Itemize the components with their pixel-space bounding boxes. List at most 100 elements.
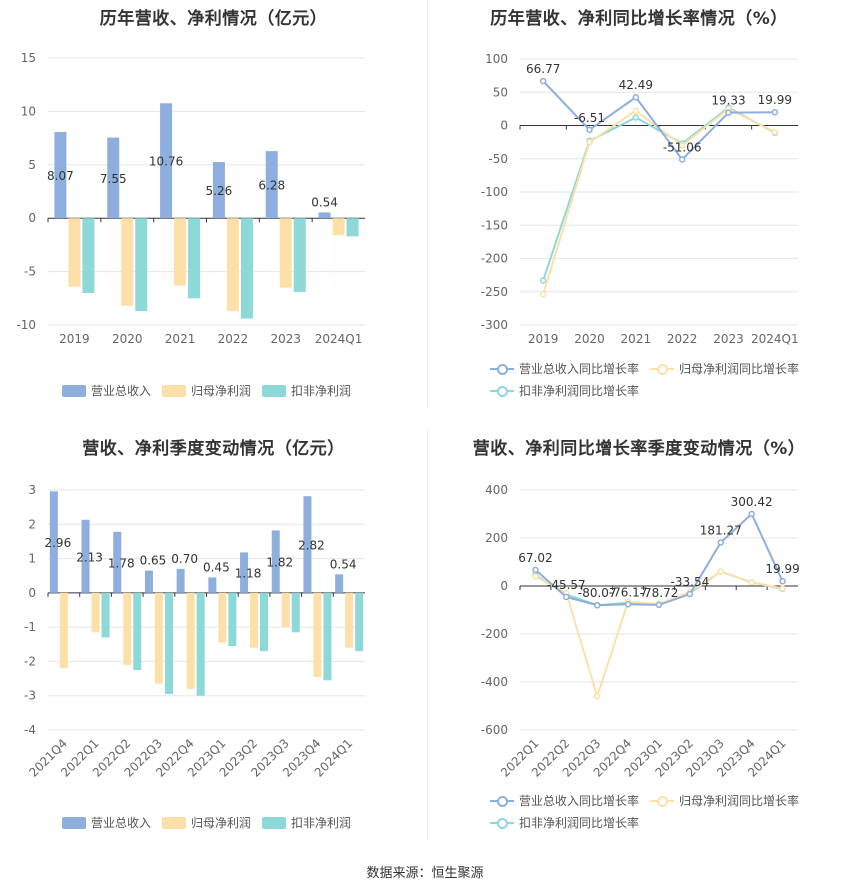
data-point <box>563 593 570 601</box>
x-tick-label: 2024Q1 <box>751 332 799 346</box>
data-point <box>632 114 640 121</box>
bar-data-label: 2.96 <box>44 536 71 550</box>
bar-data-label: 1.82 <box>266 556 293 570</box>
bar-profit <box>281 592 290 628</box>
data-point <box>725 109 732 116</box>
y-tick-label: 3 <box>28 483 36 497</box>
point-data-label: 67.02 <box>518 551 552 565</box>
legend-item-profit-growth[interactable]: 归母净利润同比增长率 <box>650 360 799 377</box>
bar-data-label: 0.54 <box>330 557 357 571</box>
series-line-profit <box>542 107 776 295</box>
data-point <box>748 510 755 518</box>
x-tick-label: 2023 <box>713 332 744 346</box>
y-tick-label: -150 <box>481 218 508 232</box>
legend-item-revenue[interactable]: 营业总收入 <box>62 382 151 399</box>
bar-revenue <box>176 568 185 593</box>
bar-deducted <box>355 592 364 652</box>
bar-revenue <box>49 491 58 593</box>
point-data-label: 19.99 <box>765 562 799 576</box>
legend-swatch <box>262 384 286 397</box>
x-tick-label: 2022 <box>667 332 698 346</box>
legend-swatch <box>650 795 674 807</box>
data-point <box>771 108 779 116</box>
y-tick-label: -50 <box>488 152 508 166</box>
y-tick-label: 15 <box>21 51 36 65</box>
series-line-deducted <box>542 106 776 281</box>
bar-data-label: 0.45 <box>203 560 230 574</box>
bar-deducted <box>260 592 269 652</box>
y-tick-label: -250 <box>481 285 508 299</box>
legend-item-deducted-growth[interactable]: 扣非净利润同比增长率 <box>490 814 639 831</box>
bar-profit <box>250 592 259 648</box>
bar-data-label: 6.28 <box>258 179 285 193</box>
legend-label: 营业总收入 <box>91 384 152 398</box>
legend-item-deducted[interactable]: 扣非净利润 <box>262 382 351 399</box>
legend-item-revenue[interactable]: 营业总收入 <box>62 814 151 831</box>
y-tick-label: -5 <box>24 265 36 279</box>
legend-label: 扣非净利润 <box>291 384 352 398</box>
bar-deducted <box>101 592 110 638</box>
data-point <box>593 601 601 609</box>
bar-data-label: 0.65 <box>140 554 167 568</box>
point-data-label: -33.54 <box>671 575 710 589</box>
y-tick-label: 50 <box>493 85 508 99</box>
data-point <box>532 573 539 580</box>
legend-swatch <box>490 817 514 829</box>
x-tick-label: 2020 <box>112 332 143 346</box>
legend-item-profit[interactable]: 归母净利润 <box>162 814 251 831</box>
bar-revenue <box>303 496 312 593</box>
bar-data-label: 0.54 <box>311 195 338 209</box>
legend-item-revenue-growth[interactable]: 营业总收入同比增长率 <box>490 360 639 377</box>
chart-annual-revenue-profit: 历年营收、净利情况（亿元） -10 -5 0 5 10 15 2019 2020 2021 202… <box>0 0 427 408</box>
legend-item-deducted-growth[interactable]: 扣非净利润同比增长率 <box>490 382 639 399</box>
bar-deducted <box>228 592 237 646</box>
bar-deducted <box>240 218 253 319</box>
y-tick-label: 100 <box>485 52 508 66</box>
bar-data-label: 5.26 <box>206 184 233 198</box>
legend-item-deducted[interactable]: 扣非净利润 <box>262 814 351 831</box>
data-point <box>678 142 686 149</box>
legend-item-revenue-growth[interactable]: 营业总收入同比增长率 <box>490 792 639 809</box>
y-tick-label: 0 <box>500 579 508 593</box>
legend-label: 扣非净利润同比增长率 <box>519 384 640 398</box>
legend-label: 归母净利润 <box>191 384 252 398</box>
bar-revenue <box>107 137 120 219</box>
legend-item-profit[interactable]: 归母净利润 <box>162 382 251 399</box>
bar-profit <box>186 592 195 689</box>
bar-revenue <box>318 212 331 219</box>
chart-annual-growth-rate: 历年营收、净利同比增长率情况（%） -300 -250 -200 -150 -100 -5… <box>428 0 850 408</box>
point-data-label: -45.57 <box>547 578 586 592</box>
bar-revenue <box>160 103 173 219</box>
chart-svg: -600-400-20002004002022Q12022Q22022Q3202… <box>481 483 800 780</box>
legend-swatch <box>62 816 86 829</box>
bar-data-label: 0.70 <box>171 552 198 566</box>
data-point <box>779 577 786 585</box>
x-tick-label: 2019 <box>528 332 559 346</box>
bar-revenue <box>54 132 67 219</box>
chart-quarterly-revenue-profit: 营收、净利季度变动情况（亿元） -4 -3 -2 -1 0 1 2 3 2021Q4 2022Q1… <box>0 430 427 840</box>
bar-profit <box>218 592 227 643</box>
bar-revenue <box>113 531 122 593</box>
data-point <box>632 93 640 101</box>
data-point <box>586 138 593 146</box>
bar-profit <box>226 218 239 312</box>
point-data-label: 300.42 <box>731 495 773 509</box>
data-source-note: 数据来源：恒生聚源 <box>366 866 484 881</box>
chart-legend: 营业总收入 归母净利润 扣非净利润 <box>62 382 422 402</box>
bar-profit <box>154 592 163 684</box>
legend-label: 归母净利润同比增长率 <box>679 794 800 808</box>
point-data-label: -6.51 <box>574 111 605 125</box>
bar-profit <box>91 592 100 633</box>
panel-divider <box>427 0 428 408</box>
bar-deducted <box>135 218 148 312</box>
bar-revenue <box>212 162 225 219</box>
data-point <box>539 277 547 284</box>
y-tick-label: -1 <box>24 620 36 634</box>
legend-swatch <box>162 384 186 397</box>
legend-label: 营业总收入同比增长率 <box>519 362 640 376</box>
legend-item-profit-growth[interactable]: 归母净利润同比增长率 <box>650 792 799 809</box>
bar-deducted <box>196 592 205 696</box>
legend-label: 营业总收入 <box>91 816 152 830</box>
bar-deducted <box>291 592 300 633</box>
x-tick-label: 2021 <box>621 332 652 346</box>
